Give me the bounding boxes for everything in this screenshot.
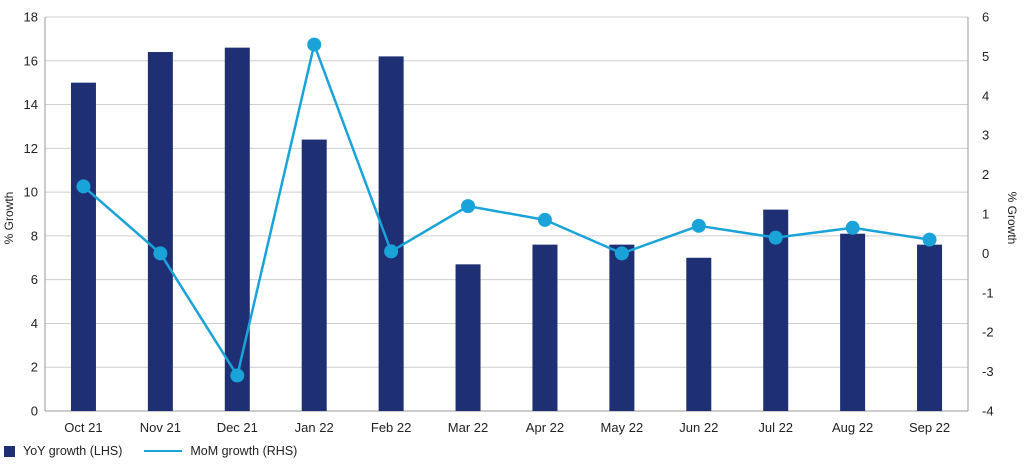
x-tick-label: Jan 22 (295, 420, 334, 435)
right-tick-label: 6 (982, 10, 989, 25)
line-series (76, 37, 937, 383)
left-tick-label: 6 (31, 272, 38, 287)
gridlines (44, 16, 969, 412)
line-point (461, 199, 476, 214)
x-axis-ticks: Oct 21 Nov 21 Dec 21 Jan 22 Feb 22 Mar 22 Apr … (64, 420, 950, 435)
bar (686, 257, 712, 411)
legend-yoy-swatch (4, 445, 15, 457)
left-tick-label: 0 (31, 404, 38, 419)
left-tick-label: 14 (24, 97, 38, 112)
x-tick-label: Mar 22 (448, 420, 488, 435)
x-tick-label: Dec 21 (217, 420, 258, 435)
legend: YoY growth (LHS) MoM growth (RHS) (4, 444, 297, 458)
right-tick-label: 2 (982, 167, 989, 182)
left-axis-title: % Growth (2, 192, 16, 245)
left-tick-label: 10 (24, 185, 38, 200)
bar (609, 244, 635, 411)
line-point (76, 179, 91, 194)
x-tick-label: Apr 22 (526, 420, 564, 435)
left-tick-label: 8 (31, 228, 38, 243)
legend-mom-label: MoM growth (RHS) (190, 444, 298, 458)
line-point (691, 218, 706, 233)
x-tick-label: Nov 21 (140, 420, 181, 435)
line-point (768, 230, 783, 245)
right-tick-label: -1 (982, 285, 994, 300)
line-point (384, 244, 399, 259)
x-tick-label: May 22 (601, 420, 644, 435)
left-tick-label: 16 (24, 53, 38, 68)
left-tick-label: 18 (24, 10, 38, 25)
left-tick-label: 12 (24, 141, 38, 156)
line-point (230, 368, 245, 383)
bar (840, 233, 866, 411)
line-point (614, 246, 629, 261)
x-tick-label: Aug 22 (832, 420, 873, 435)
right-axis-ticks: -4 -3 -2 -1 0 1 2 3 4 5 6 (982, 10, 994, 419)
line-point (845, 220, 860, 235)
right-tick-label: -2 (982, 325, 994, 340)
bar (147, 52, 173, 412)
x-tick-label: Feb 22 (371, 420, 411, 435)
left-tick-label: 2 (31, 360, 38, 375)
legend-mom-swatch (144, 450, 183, 452)
right-tick-label: 0 (982, 246, 989, 261)
mom-line (82, 43, 930, 377)
right-tick-label: 4 (982, 88, 989, 103)
bar (224, 47, 250, 412)
line-point (307, 37, 322, 52)
right-tick-label: -3 (982, 364, 994, 379)
left-axis-ticks: 0 2 4 6 8 10 12 14 16 18 (24, 10, 38, 419)
x-tick-label: Jul 22 (758, 420, 793, 435)
x-tick-label: Sep 22 (909, 420, 950, 435)
bar (70, 82, 96, 412)
bar (532, 244, 558, 411)
left-tick-label: 4 (31, 316, 38, 331)
line-point (537, 212, 552, 227)
bar-series (70, 47, 943, 412)
right-axis-title: % Growth (1005, 192, 1019, 245)
bar (917, 244, 943, 411)
bar (455, 264, 481, 411)
x-tick-label: Oct 21 (64, 420, 102, 435)
bar (301, 139, 327, 412)
right-tick-label: -4 (982, 404, 994, 419)
right-tick-label: 3 (982, 128, 989, 143)
line-point (153, 246, 168, 261)
line-point (922, 232, 937, 247)
legend-yoy-label: YoY growth (LHS) (23, 444, 123, 458)
right-tick-label: 5 (982, 49, 989, 64)
bar (378, 56, 404, 412)
right-tick-label: 1 (982, 207, 989, 222)
x-tick-label: Jun 22 (679, 420, 718, 435)
